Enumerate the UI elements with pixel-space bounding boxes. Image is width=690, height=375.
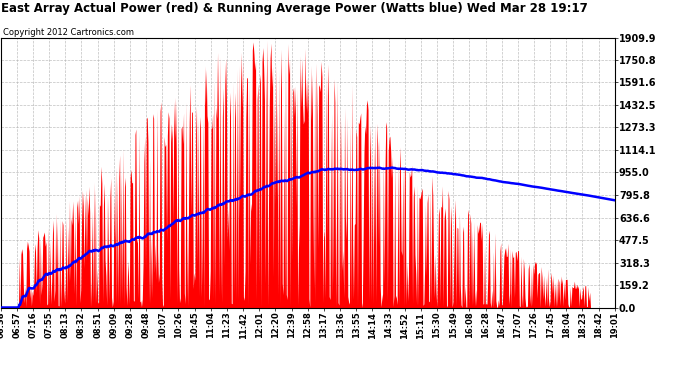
Text: Copyright 2012 Cartronics.com: Copyright 2012 Cartronics.com [3,28,135,37]
Text: East Array Actual Power (red) & Running Average Power (Watts blue) Wed Mar 28 19: East Array Actual Power (red) & Running … [1,2,587,15]
